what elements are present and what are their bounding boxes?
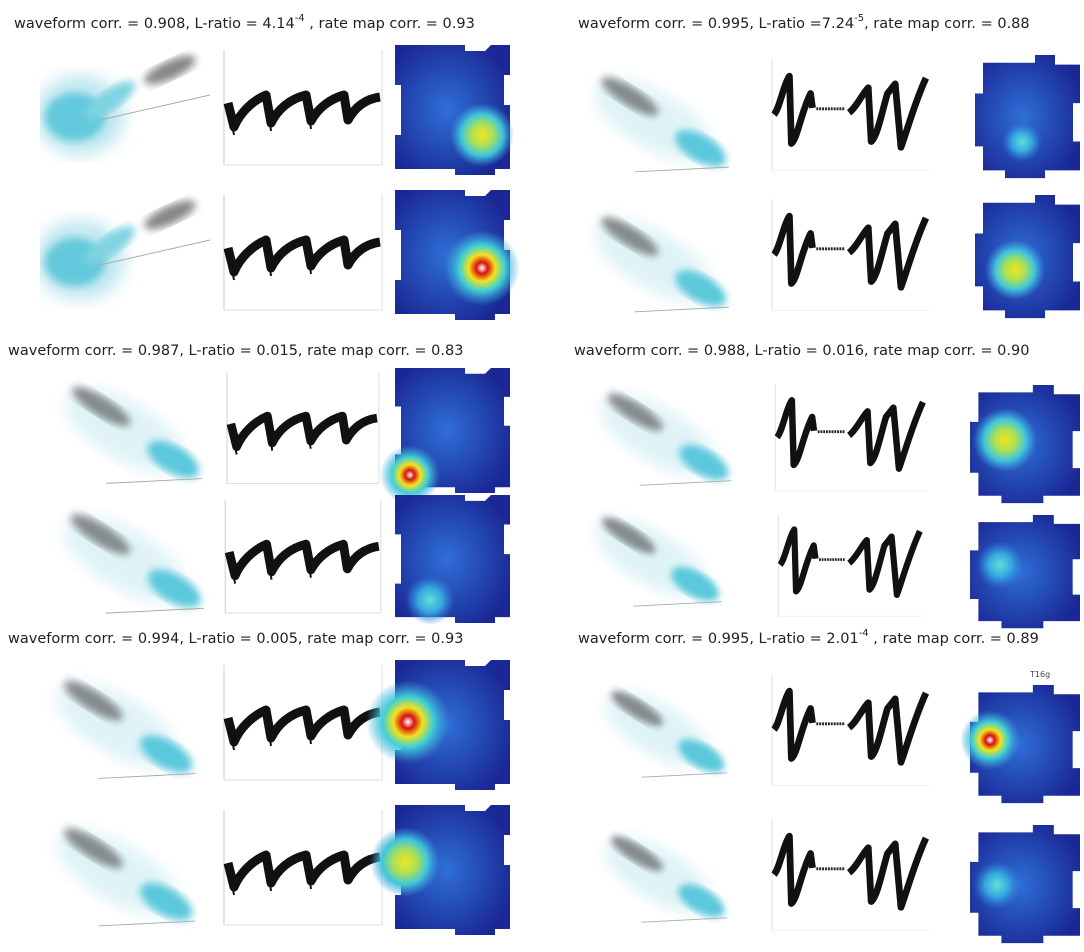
- caption: waveform corr. = 0.988, L-ratio = 0.016,…: [574, 343, 1029, 359]
- scatter-cloud: [53, 372, 206, 489]
- body: waveform corr. = 0.908, L-ratio = 4.14-4…: [0, 0, 1084, 952]
- scatter-cloud: [594, 678, 730, 783]
- scatter-cloud: [589, 379, 734, 491]
- page: Figure {"panels": [ {"caption": {"text":…: [0, 0, 1084, 952]
- rate-map-peak: [973, 408, 1037, 472]
- waveform: [224, 665, 382, 780]
- caption-tail: , rate map corr. = 0.89: [869, 631, 1039, 647]
- scatter-cloud: [582, 63, 732, 178]
- waveform: [225, 500, 381, 613]
- scatter-cloud: [51, 499, 207, 619]
- rate-map-peak: [405, 575, 455, 625]
- rate-map-peak: [985, 240, 1045, 300]
- left-column: [35, 45, 520, 935]
- rate-map-peak: [976, 541, 1024, 589]
- caption-superscript: -5: [854, 13, 864, 24]
- waveform: [224, 195, 382, 310]
- caption-text: waveform corr. = 0.995, L-ratio =7.24: [578, 16, 854, 32]
- caption: waveform corr. = 0.987, L-ratio = 0.015,…: [8, 343, 463, 359]
- scatter-cloud: [35, 195, 210, 300]
- waveform: [778, 514, 923, 616]
- waveform: [772, 675, 930, 786]
- caption-tail: , rate map corr. = 0.88: [864, 16, 1030, 32]
- waveform: [224, 810, 382, 925]
- scatter-cloud: [584, 504, 724, 612]
- figure: waveform corr. = 0.908, L-ratio = 4.14-4…: [0, 0, 1084, 952]
- rate-map-peak: [1002, 122, 1042, 162]
- waveform: [775, 385, 926, 491]
- caption: waveform corr. = 0.994, L-ratio = 0.005,…: [8, 631, 463, 647]
- caption: waveform corr. = 0.995, L-ratio =7.24-5,…: [578, 13, 1030, 32]
- caption-text: waveform corr. = 0.908, L-ratio = 4.14: [14, 16, 295, 32]
- caption-tail: , rate map corr. = 0.93: [305, 16, 475, 32]
- caption: waveform corr. = 0.995, L-ratio = 2.01-4…: [578, 628, 1039, 647]
- waveform: [772, 60, 930, 171]
- caption-text: waveform corr. = 0.995, L-ratio = 2.01: [578, 631, 859, 647]
- scatter-cloud: [44, 813, 198, 931]
- scatter-cloud: [594, 823, 730, 928]
- waveform: [772, 820, 930, 931]
- rate-map-peak: [366, 680, 450, 764]
- scatter-cloud: [35, 50, 210, 155]
- rate-map-peak: [960, 710, 1020, 770]
- scatter-cloud: [44, 666, 198, 784]
- rate-map-peak: [973, 861, 1021, 909]
- rate-map-peak: [450, 103, 514, 167]
- scatter-cloud: [582, 203, 732, 318]
- waveform: [227, 373, 379, 484]
- panel-label: T16g: [1029, 670, 1050, 679]
- right-column: [582, 55, 1080, 943]
- caption: waveform corr. = 0.908, L-ratio = 4.14-4…: [14, 13, 475, 32]
- rate-map-peak: [370, 827, 440, 897]
- waveform: [772, 200, 930, 311]
- caption-superscript: -4: [295, 13, 305, 24]
- waveform: [224, 50, 382, 165]
- rate-map-peak: [444, 230, 520, 306]
- caption-superscript: -4: [859, 628, 869, 639]
